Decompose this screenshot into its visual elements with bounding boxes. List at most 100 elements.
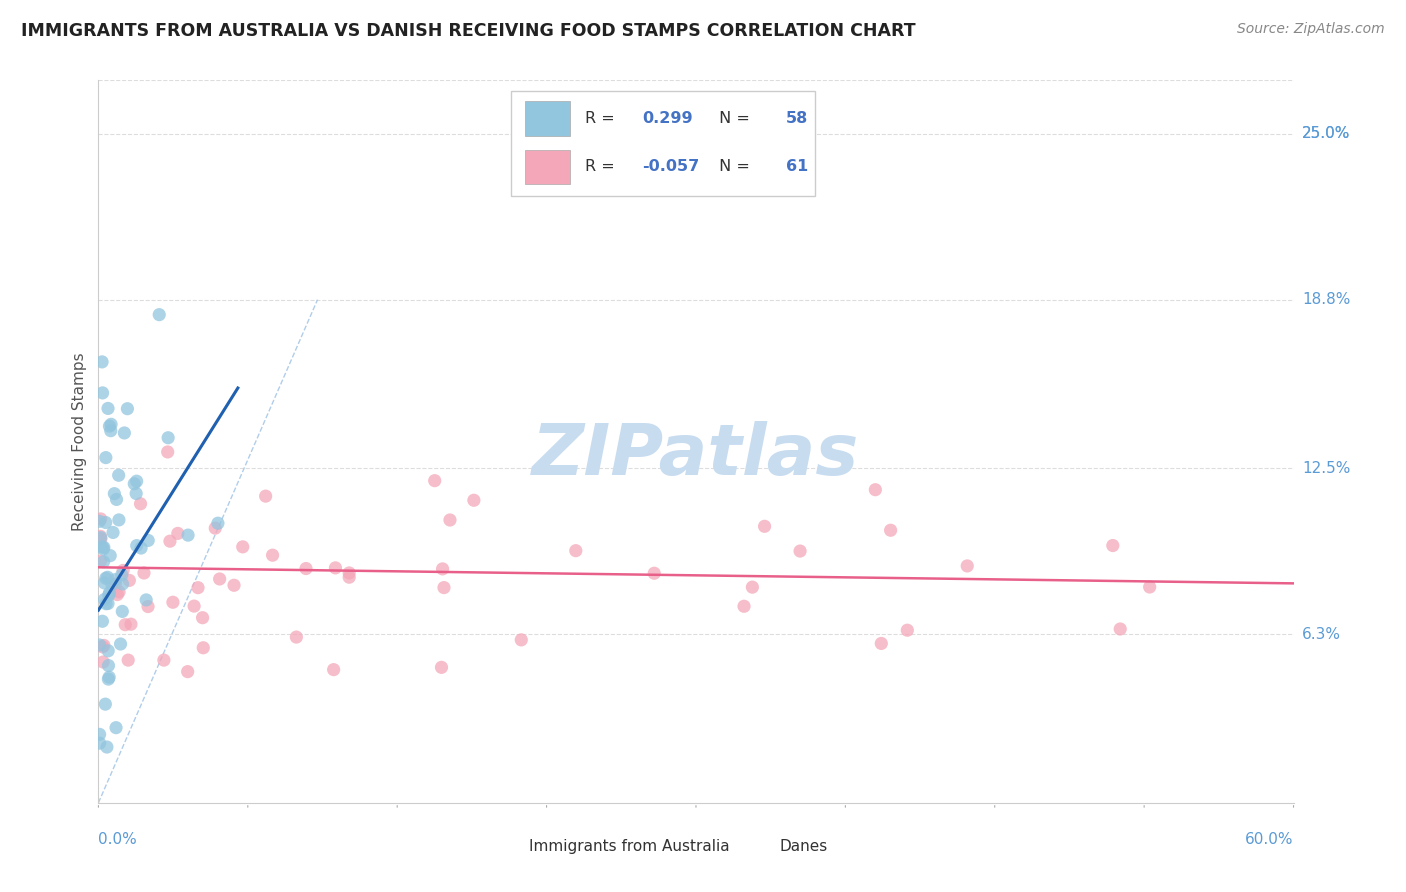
Text: Immigrants from Australia: Immigrants from Australia — [529, 838, 730, 854]
Immigrants from Australia — [124, 476, 146, 491]
Danes — [104, 577, 127, 591]
Immigrants from Australia — [97, 597, 120, 611]
Danes — [262, 548, 284, 562]
Immigrants from Australia — [98, 586, 121, 600]
Immigrants from Australia — [93, 575, 115, 590]
Danes — [89, 529, 111, 543]
Text: Source: ZipAtlas.com: Source: ZipAtlas.com — [1237, 22, 1385, 37]
Danes — [733, 599, 755, 614]
Danes — [896, 624, 918, 638]
Immigrants from Australia — [105, 721, 128, 735]
FancyBboxPatch shape — [524, 101, 571, 136]
Danes — [754, 519, 776, 533]
Danes — [118, 574, 141, 588]
Immigrants from Australia — [93, 542, 115, 557]
Danes — [89, 554, 111, 568]
Immigrants from Australia — [91, 385, 114, 400]
Text: R =: R = — [585, 160, 620, 175]
Immigrants from Australia — [93, 541, 115, 555]
Immigrants from Australia — [148, 308, 170, 322]
Danes — [337, 570, 360, 584]
Immigrants from Australia — [91, 355, 114, 369]
Immigrants from Australia — [129, 541, 152, 555]
Danes — [191, 611, 214, 625]
Danes — [870, 636, 893, 650]
Danes — [204, 521, 226, 535]
Text: IMMIGRANTS FROM AUSTRALIA VS DANISH RECEIVING FOOD STAMPS CORRELATION CHART: IMMIGRANTS FROM AUSTRALIA VS DANISH RECE… — [21, 22, 915, 40]
Immigrants from Australia — [111, 577, 134, 591]
Text: Danes: Danes — [780, 838, 828, 854]
Danes — [176, 665, 198, 679]
Danes — [295, 561, 318, 575]
Text: 60.0%: 60.0% — [1246, 831, 1294, 847]
Danes — [643, 566, 665, 581]
Danes — [187, 581, 209, 595]
Immigrants from Australia — [111, 568, 134, 582]
Immigrants from Australia — [91, 614, 114, 628]
FancyBboxPatch shape — [524, 150, 571, 185]
Danes — [741, 580, 763, 594]
Immigrants from Australia — [103, 486, 125, 500]
Immigrants from Australia — [125, 474, 148, 488]
Immigrants from Australia — [96, 739, 118, 754]
Immigrants from Australia — [157, 431, 180, 445]
Immigrants from Australia — [97, 658, 120, 673]
Immigrants from Australia — [101, 577, 124, 591]
FancyBboxPatch shape — [738, 839, 770, 853]
Immigrants from Australia — [97, 401, 120, 416]
Immigrants from Australia — [105, 492, 128, 507]
Immigrants from Australia — [93, 592, 115, 607]
Immigrants from Australia — [125, 539, 148, 553]
Immigrants from Australia — [98, 670, 121, 684]
Text: 25.0%: 25.0% — [1302, 127, 1350, 141]
Danes — [423, 474, 446, 488]
Danes — [1101, 539, 1123, 553]
Danes — [439, 513, 461, 527]
Danes — [430, 660, 453, 674]
Text: ZIPatlas: ZIPatlas — [533, 422, 859, 491]
Danes — [325, 561, 347, 575]
Immigrants from Australia — [97, 570, 120, 584]
Text: 25.0%: 25.0% — [1302, 127, 1350, 141]
Danes — [108, 585, 131, 599]
Danes — [1109, 622, 1132, 636]
Immigrants from Australia — [94, 450, 117, 465]
FancyBboxPatch shape — [486, 839, 519, 853]
Danes — [565, 543, 588, 558]
Text: R =: R = — [585, 112, 620, 126]
Immigrants from Australia — [89, 514, 111, 528]
Immigrants from Australia — [101, 525, 124, 540]
Danes — [117, 653, 139, 667]
Danes — [956, 558, 979, 573]
Danes — [93, 639, 115, 653]
Immigrants from Australia — [94, 597, 117, 611]
Danes — [153, 653, 176, 667]
Text: 18.8%: 18.8% — [1302, 293, 1350, 307]
Danes — [162, 595, 184, 609]
Immigrants from Australia — [89, 727, 111, 741]
Danes — [90, 512, 112, 526]
Danes — [105, 588, 128, 602]
Danes — [90, 532, 112, 546]
Danes — [132, 566, 155, 580]
Immigrants from Australia — [94, 697, 117, 711]
Danes — [183, 599, 205, 613]
Immigrants from Australia — [90, 531, 112, 545]
Immigrants from Australia — [97, 672, 120, 686]
Text: -0.057: -0.057 — [643, 160, 699, 175]
Immigrants from Australia — [107, 468, 129, 483]
Danes — [120, 617, 142, 632]
Text: 58: 58 — [786, 112, 808, 126]
Danes — [322, 663, 344, 677]
Immigrants from Australia — [108, 513, 131, 527]
Danes — [193, 640, 215, 655]
Immigrants from Australia — [94, 571, 117, 585]
Danes — [432, 562, 454, 576]
Immigrants from Australia — [112, 425, 135, 440]
Immigrants from Australia — [98, 419, 121, 434]
Immigrants from Australia — [117, 401, 139, 416]
Immigrants from Australia — [89, 736, 111, 750]
Danes — [129, 497, 152, 511]
Danes — [232, 540, 254, 554]
Danes — [156, 445, 179, 459]
